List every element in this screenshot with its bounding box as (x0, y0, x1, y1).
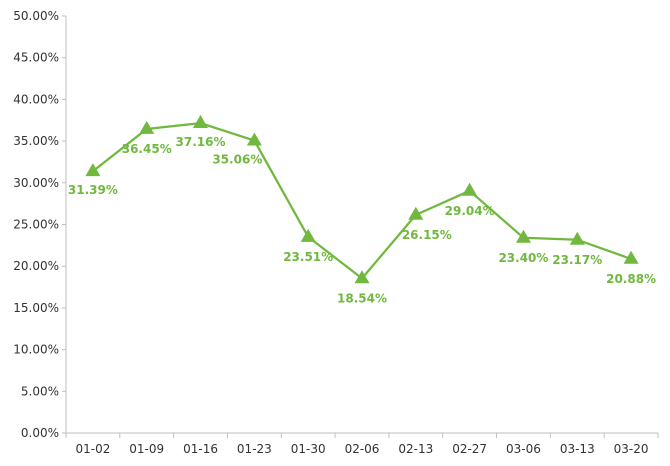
y-tick-label: 45.00% (13, 51, 59, 65)
y-tick-label: 35.00% (13, 134, 59, 148)
data-point-marker (85, 163, 101, 177)
data-label: 31.39% (68, 183, 118, 197)
data-label: 35.06% (212, 153, 262, 167)
data-label: 36.45% (122, 142, 172, 156)
x-tick-label: 01-02 (75, 442, 110, 456)
x-axis-ticks: 01-02 01-09 01-16 01-23 01-30 02-06 02-13 02-27… (65, 433, 659, 456)
y-axis-ticks: 0.00% 5.00% 10.00% 15.00% 20.00% 25.00% 30.00%… (13, 9, 66, 440)
y-tick-label: 30.00% (13, 176, 59, 190)
data-point-marker (300, 228, 316, 242)
data-label: 29.04% (445, 204, 495, 218)
y-tick-label: 40.00% (13, 92, 59, 106)
data-point-marker (623, 250, 639, 264)
y-tick-label: 20.00% (13, 259, 59, 273)
data-label: 37.16% (176, 135, 226, 149)
y-tick-label: 15.00% (13, 301, 59, 315)
data-label: 20.88% (606, 272, 656, 286)
x-tick-label: 03-06 (506, 442, 541, 456)
y-tick-label: 25.00% (13, 218, 59, 232)
x-tick-label: 03-20 (614, 442, 649, 456)
x-tick-label: 01-30 (291, 442, 326, 456)
data-point-marker (569, 231, 585, 245)
data-labels: 31.39% 36.45% 37.16% 35.06% 23.51% 18.54% 26.1… (68, 135, 656, 305)
data-point-marker (462, 182, 478, 196)
x-tick-label: 03-13 (560, 442, 595, 456)
data-point-marker (354, 270, 370, 284)
data-label: 26.15% (402, 228, 452, 242)
x-tick-label: 02-06 (345, 442, 380, 456)
data-label: 18.54% (337, 291, 387, 305)
x-tick-label: 02-13 (398, 442, 433, 456)
data-label: 23.40% (498, 251, 548, 265)
data-point-marker (408, 206, 424, 220)
x-tick-label: 01-23 (237, 442, 272, 456)
data-point-marker (193, 115, 208, 128)
data-label: 23.51% (283, 250, 333, 264)
y-tick-label: 5.00% (21, 384, 59, 398)
y-tick-label: 10.00% (13, 343, 59, 357)
y-tick-label: 50.00% (13, 9, 59, 23)
data-point-marker (246, 132, 262, 146)
x-tick-label: 01-09 (129, 442, 164, 456)
series-group (85, 115, 639, 284)
series-line (92, 121, 632, 280)
y-tick-label: 0.00% (21, 426, 59, 440)
data-point-marker (139, 120, 155, 134)
data-point-marker (516, 229, 531, 243)
data-label: 23.17% (552, 253, 602, 267)
chart-axes (65, 16, 658, 434)
x-tick-label: 02-27 (452, 442, 487, 456)
x-tick-label: 01-16 (183, 442, 218, 456)
